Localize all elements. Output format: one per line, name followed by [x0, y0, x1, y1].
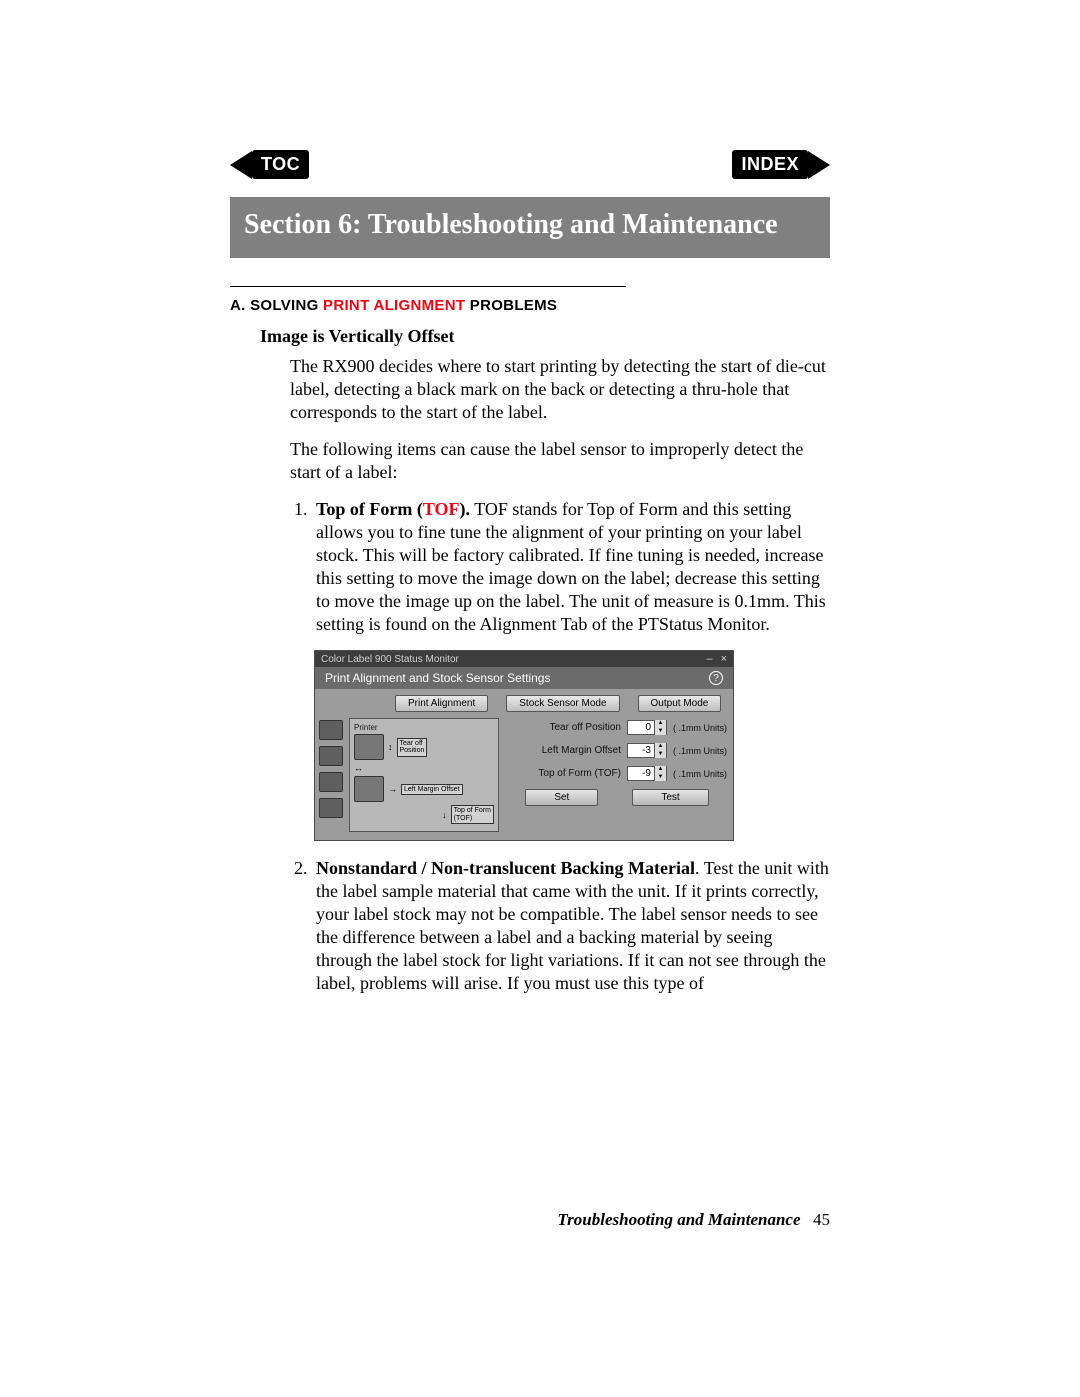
item1-body: TOF stands for Top of Form and this sett…: [316, 499, 826, 634]
minimize-icon[interactable]: –: [706, 653, 712, 665]
strip-icon[interactable]: [319, 746, 343, 766]
dialog-subtitle-bar: Print Alignment and Stock Sensor Setting…: [315, 667, 733, 689]
strip-icon[interactable]: [319, 772, 343, 792]
section-title: Section 6: Troubleshooting and Maintenan…: [244, 209, 778, 240]
diagram-arrow-icon: ↔: [354, 763, 363, 773]
nav-row: TOC INDEX: [230, 150, 830, 179]
index-link[interactable]: INDEX: [732, 150, 830, 179]
diagram-arrow-icon: →: [388, 784, 397, 794]
toc-label: TOC: [252, 150, 309, 179]
list-item-1: Top of Form (TOF). TOF stands for Top of…: [312, 498, 830, 636]
dialog-titlebar: Color Label 900 Status Monitor – ×: [315, 651, 733, 667]
tof-value: -9: [628, 768, 654, 779]
page-footer: Troubleshooting and Maintenance 45: [230, 1210, 830, 1230]
numbered-list: Top of Form (TOF). TOF stands for Top of…: [260, 498, 830, 636]
tof-label: Top of Form (TOF): [521, 768, 621, 779]
strip-icon[interactable]: [319, 720, 343, 740]
dialog-icon-strip: [319, 718, 347, 832]
list-item-2: Nonstandard / Non-translucent Backing Ma…: [312, 857, 830, 995]
control-row: Top of Form (TOF) -9 ▲▼ ( .1mm Units): [507, 766, 727, 781]
tearoff-label: Tear off Position: [521, 722, 621, 733]
tof-unit: ( .1mm Units): [673, 769, 727, 779]
diagram-arrow-icon: ↓: [442, 810, 447, 820]
close-icon[interactable]: ×: [721, 653, 727, 665]
test-button[interactable]: Test: [632, 789, 708, 806]
diagram-tearoff-label: Tear off Position: [397, 738, 428, 757]
item2-lead: Nonstandard / Non-translucent Backing Ma…: [316, 858, 695, 878]
subheader-a: A. SOLVING PRINT ALIGNMENT PROBLEMS: [230, 297, 830, 314]
paragraph-2: The following items can cause the label …: [260, 438, 830, 484]
toc-link[interactable]: TOC: [230, 150, 309, 179]
diagram-leftmargin-label: Left Margin Offset: [401, 784, 463, 795]
status-monitor-dialog: Color Label 900 Status Monitor – × Print…: [314, 650, 734, 841]
tab-output-mode[interactable]: Output Mode: [638, 695, 722, 712]
leftmargin-value: -3: [628, 745, 654, 756]
strip-icon[interactable]: [319, 798, 343, 818]
tab-stock-sensor[interactable]: Stock Sensor Mode: [506, 695, 619, 712]
tof-spinner[interactable]: -9 ▲▼: [627, 766, 667, 781]
dialog-title: Color Label 900 Status Monitor: [321, 654, 459, 665]
alignment-diagram: Printer ↕ Tear off Position ↔ → Left Mar…: [349, 718, 499, 832]
document-page: TOC INDEX Section 6: Troubleshooting and…: [230, 150, 830, 1009]
leftmargin-unit: ( .1mm Units): [673, 746, 727, 756]
item2-body: . Test the unit with the label sample ma…: [316, 858, 829, 993]
spinner-arrows-icon[interactable]: ▲▼: [654, 743, 666, 758]
window-controls: – ×: [706, 653, 727, 665]
leftmargin-label: Left Margin Offset: [521, 745, 621, 756]
help-icon[interactable]: ?: [709, 671, 723, 685]
divider: [230, 286, 626, 287]
dialog-controls: Tear off Position 0 ▲▼ ( .1mm Units) Lef…: [507, 718, 727, 832]
subheader-prefix: A. SOLVING: [230, 297, 323, 314]
diagram-printer-label: Printer: [354, 723, 494, 732]
tearoff-value: 0: [628, 722, 654, 733]
arrow-right-icon: [808, 151, 830, 179]
index-label: INDEX: [732, 150, 808, 179]
dialog-main: Printer ↕ Tear off Position ↔ → Left Mar…: [315, 718, 733, 840]
paragraph-1: The RX900 decides where to start printin…: [260, 355, 830, 424]
tearoff-spinner[interactable]: 0 ▲▼: [627, 720, 667, 735]
diagram-tof-label: Top of Form (TOF): [451, 805, 494, 824]
dialog-subtitle: Print Alignment and Stock Sensor Setting…: [325, 671, 550, 685]
diagram-thumb: [354, 776, 384, 802]
subheader-suffix: PROBLEMS: [465, 297, 557, 314]
footer-text: Troubleshooting and Maintenance: [557, 1210, 800, 1229]
spinner-arrows-icon[interactable]: ▲▼: [654, 720, 666, 735]
diagram-arrow-icon: ↕: [388, 742, 393, 752]
spinner-arrows-icon[interactable]: ▲▼: [654, 766, 666, 781]
offset-heading: Image is Vertically Offset: [260, 326, 830, 347]
tearoff-unit: ( .1mm Units): [673, 723, 727, 733]
set-button[interactable]: Set: [525, 789, 598, 806]
diagram-thumb: [354, 734, 384, 760]
numbered-list-cont: Nonstandard / Non-translucent Backing Ma…: [260, 857, 830, 995]
tab-print-alignment[interactable]: Print Alignment: [395, 695, 488, 712]
item1-tof: TOF: [423, 499, 460, 519]
subheader-highlight: PRINT ALIGNMENT: [323, 297, 465, 314]
dialog-tabs: Print Alignment Stock Sensor Mode Output…: [315, 689, 733, 718]
item1-lead: Top of Form (: [316, 499, 423, 519]
control-row: Tear off Position 0 ▲▼ ( .1mm Units): [507, 720, 727, 735]
body: Image is Vertically Offset The RX900 dec…: [230, 326, 830, 995]
dialog-button-row: Set Test: [507, 789, 727, 806]
section-banner: Section 6: Troubleshooting and Maintenan…: [230, 197, 830, 258]
footer-page: 45: [813, 1210, 830, 1229]
leftmargin-spinner[interactable]: -3 ▲▼: [627, 743, 667, 758]
item1-lead2: ).: [460, 499, 471, 519]
control-row: Left Margin Offset -3 ▲▼ ( .1mm Units): [507, 743, 727, 758]
arrow-left-icon: [230, 151, 252, 179]
